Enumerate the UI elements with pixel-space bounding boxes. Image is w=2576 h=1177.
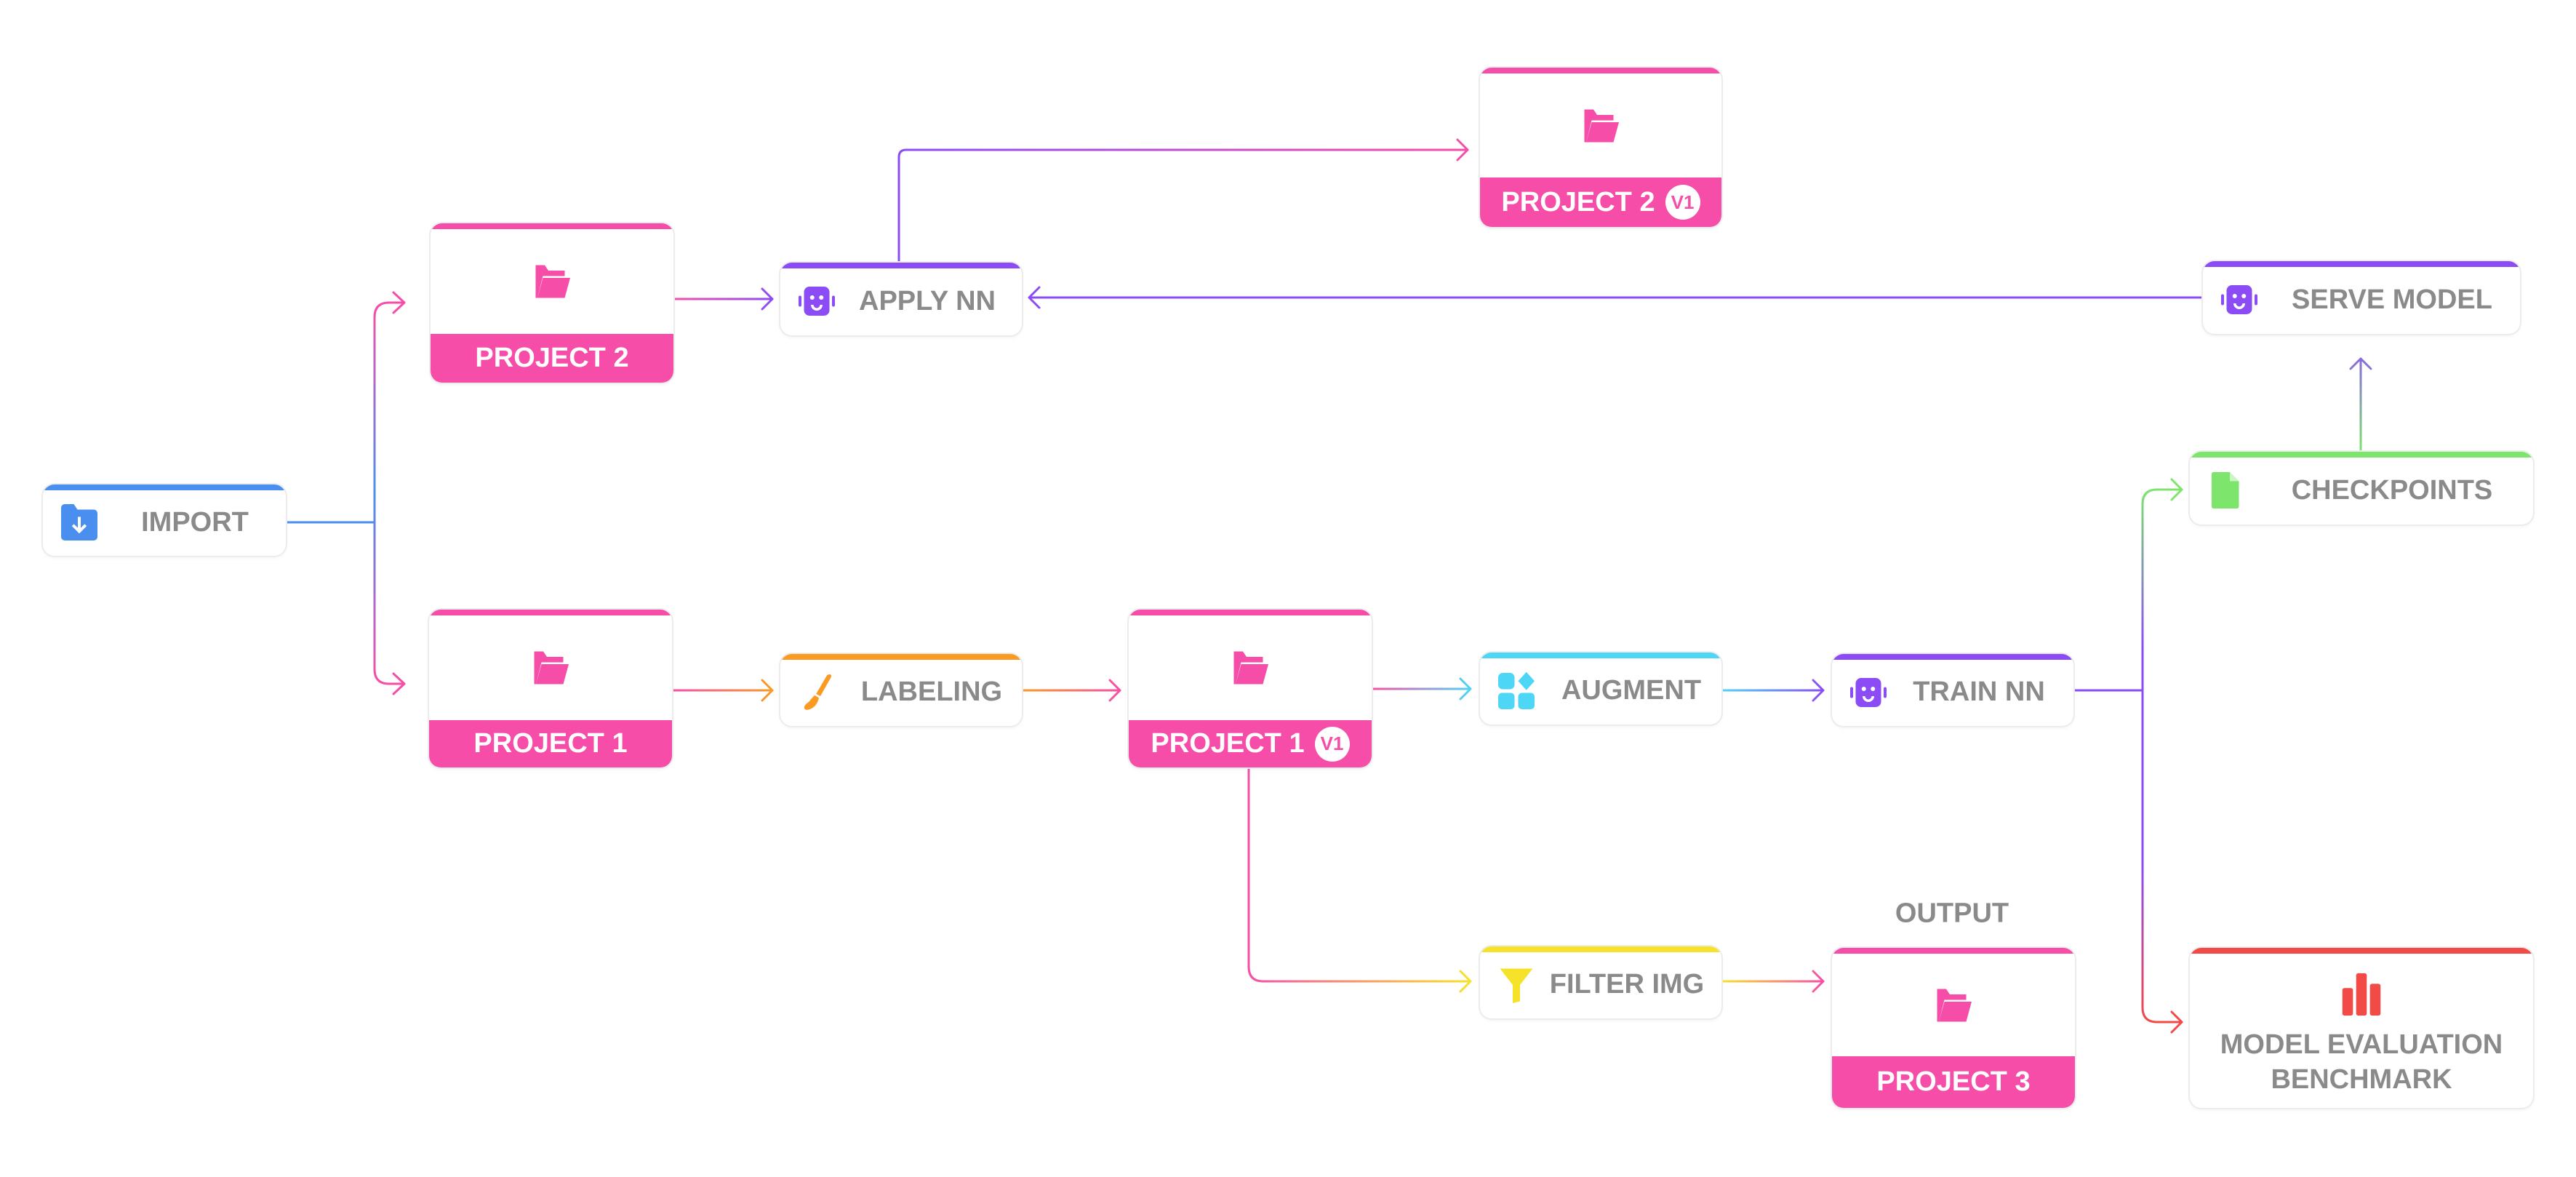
edge-checkpoints-serve-model: [2349, 357, 2372, 453]
shapes-icon: [1495, 669, 1538, 713]
arrow-head: [2170, 1010, 2183, 1034]
node-label: PROJECT 1: [1151, 728, 1305, 759]
node-label: PROJECT 1: [473, 728, 628, 759]
node-import[interactable]: IMPORT: [43, 484, 286, 556]
folder-open-icon: [1579, 104, 1623, 148]
node-label: APPLY NN: [859, 285, 996, 316]
version-badge: V1: [1665, 185, 1700, 220]
node-label: IMPORT: [141, 506, 249, 538]
edge-import-to-projects: [373, 301, 405, 685]
node-augment[interactable]: AUGMENT: [1480, 653, 1721, 725]
node-train-nn[interactable]: TRAIN NN: [1832, 654, 2073, 726]
node-project-2-v1[interactable]: PROJECT 2 V1: [1480, 68, 1721, 227]
edge-augment-train-nn: [1720, 679, 1825, 702]
folder-open-icon: [530, 260, 574, 303]
version-badge: V1: [1314, 726, 1350, 762]
node-label: FILTER IMG: [1549, 969, 1705, 1000]
file-icon: [2204, 468, 2248, 512]
robot-icon: [795, 279, 839, 323]
robot-icon: [2217, 278, 2261, 322]
node-project-1-v1[interactable]: PROJECT 1 V1: [1129, 610, 1372, 767]
node-label: SERVE MODEL: [2292, 284, 2492, 315]
arrow-head: [392, 291, 406, 695]
node-project-3[interactable]: PROJECT 3: [1832, 948, 2075, 1108]
node-project-1[interactable]: PROJECT 1: [429, 610, 672, 767]
node-model-evaluation[interactable]: MODEL EVALUATION BENCHMARK: [2190, 948, 2533, 1108]
node-label: MODEL EVALUATION BENCHMARK: [2220, 1029, 2503, 1095]
edge-project1-labeling: [671, 679, 774, 702]
node-label: LABELING: [860, 677, 1003, 707]
filter-icon: [1495, 963, 1538, 1007]
node-apply-nn[interactable]: APPLY NN: [780, 263, 1022, 335]
node-labeling[interactable]: LABELING: [780, 654, 1022, 726]
folder-open-icon: [529, 646, 572, 690]
node-filter-img[interactable]: FILTER IMG: [1480, 946, 1721, 1018]
output-label: OUTPUT: [1895, 898, 2009, 929]
folder-open-icon: [1228, 646, 1272, 690]
arrow-head: [2170, 478, 2183, 501]
edge-labeling-project1-v1: [1020, 679, 1121, 702]
node-label: CHECKPOINTS: [2291, 474, 2493, 506]
node-checkpoints[interactable]: CHECKPOINTS: [2190, 452, 2533, 524]
node-label: PROJECT 3: [1876, 1066, 2031, 1097]
node-label: PROJECT 2: [475, 343, 629, 373]
brush-icon: [795, 671, 839, 714]
bar-chart-icon: [2336, 969, 2387, 1020]
edge-train-nn-branches: [2141, 488, 2183, 1024]
node-serve-model[interactable]: SERVE MODEL: [2203, 261, 2520, 334]
node-label: PROJECT 2: [1501, 186, 1655, 218]
folder-open-icon: [1932, 984, 1975, 1027]
node-label: AUGMENT: [1561, 675, 1702, 706]
edge-project2-apply-nn: [672, 287, 774, 311]
robot-icon: [1847, 671, 1890, 714]
edge-project1-v1-filter: [1247, 766, 1472, 993]
edge-apply-nn-project2-v1: [897, 138, 1469, 264]
edge-filter-project3: [1720, 970, 1825, 993]
edge-project1-v1-augment: [1370, 677, 1472, 701]
edge-serve-model-apply-nn: [1028, 286, 2204, 309]
node-project-2[interactable]: PROJECT 2: [431, 223, 673, 383]
node-label: TRAIN NN: [1913, 677, 2045, 707]
folder-download-icon: [57, 500, 101, 544]
